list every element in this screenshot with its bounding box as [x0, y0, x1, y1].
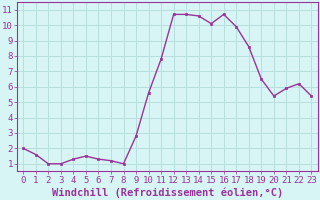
X-axis label: Windchill (Refroidissement éolien,°C): Windchill (Refroidissement éolien,°C) — [52, 187, 283, 198]
